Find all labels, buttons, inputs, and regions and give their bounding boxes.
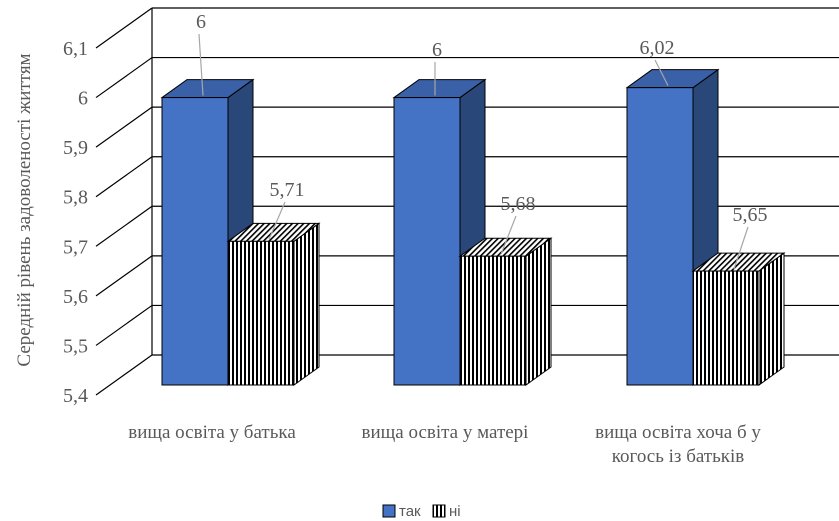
bar-ні bbox=[691, 252, 786, 386]
bar-ні bbox=[458, 237, 553, 386]
y-tick-label: 5,9 bbox=[63, 137, 88, 159]
legend[interactable]: так ні bbox=[382, 503, 461, 520]
data-label: 6 bbox=[432, 39, 442, 61]
data-label-leader bbox=[654, 59, 669, 86]
data-label-leader bbox=[500, 215, 517, 255]
data-label-leader bbox=[198, 33, 204, 96]
bar-так bbox=[392, 78, 487, 386]
data-labels: 6 6 6,02 5,71 5,68 5,65 bbox=[196, 11, 768, 270]
bar-front bbox=[459, 255, 527, 386]
y-axis: 5,4 5,5 5,6 5,7 5,8 5,9 6 6,1 bbox=[63, 38, 88, 407]
y-tick-label: 5,8 bbox=[63, 187, 88, 209]
gridline-diagonal bbox=[95, 205, 153, 247]
x-tick-label: вища освіта хоча б у bbox=[595, 422, 761, 443]
gridline-diagonal bbox=[95, 156, 153, 198]
bar-side bbox=[525, 237, 552, 386]
y-tick-label: 5,7 bbox=[63, 236, 88, 258]
y-axis-title: Середній рівень задоволеності життям bbox=[14, 53, 35, 366]
bar-front bbox=[161, 97, 229, 386]
bar-front bbox=[393, 97, 461, 386]
gridline-diagonal bbox=[95, 304, 153, 346]
legend-swatch bbox=[382, 504, 396, 518]
bar-side bbox=[293, 222, 320, 386]
data-label: 5,65 bbox=[733, 204, 768, 226]
x-tick-label: вища освіта у батька bbox=[128, 422, 296, 443]
legend-swatch bbox=[432, 504, 446, 518]
data-label-leader bbox=[733, 226, 749, 270]
y-tick-label: 6,1 bbox=[63, 38, 88, 60]
x-tick-label: вища освіта у матері bbox=[362, 422, 529, 443]
data-label: 5,71 bbox=[270, 179, 305, 201]
bar-ні bbox=[226, 222, 321, 386]
y-tick-label: 5,6 bbox=[63, 286, 88, 308]
data-label: 6 bbox=[196, 11, 206, 33]
data-label-leader bbox=[268, 201, 286, 240]
gridline-diagonal bbox=[95, 354, 153, 396]
bar-side bbox=[758, 252, 785, 386]
gridline-diagonal bbox=[95, 255, 153, 297]
y-tick-label: 5,4 bbox=[63, 385, 88, 407]
bar-front bbox=[692, 270, 760, 386]
x-tick-label: когось із батьків bbox=[612, 446, 745, 467]
gridline-diagonal bbox=[95, 106, 153, 148]
bar-front bbox=[227, 240, 295, 386]
data-label: 5,68 bbox=[501, 193, 536, 215]
data-label: 6,02 bbox=[640, 37, 675, 59]
bars bbox=[160, 68, 786, 386]
gridline-diagonal bbox=[95, 7, 153, 49]
legend-label: ні bbox=[449, 503, 461, 520]
y-tick-label: 5,5 bbox=[63, 335, 88, 357]
gridline-diagonal bbox=[95, 57, 153, 99]
bar-front bbox=[626, 87, 694, 386]
legend-label: так bbox=[399, 503, 421, 520]
x-axis: вища освіта у батька вища освіта у матері… bbox=[128, 422, 761, 467]
y-tick-label: 6 bbox=[78, 88, 88, 110]
